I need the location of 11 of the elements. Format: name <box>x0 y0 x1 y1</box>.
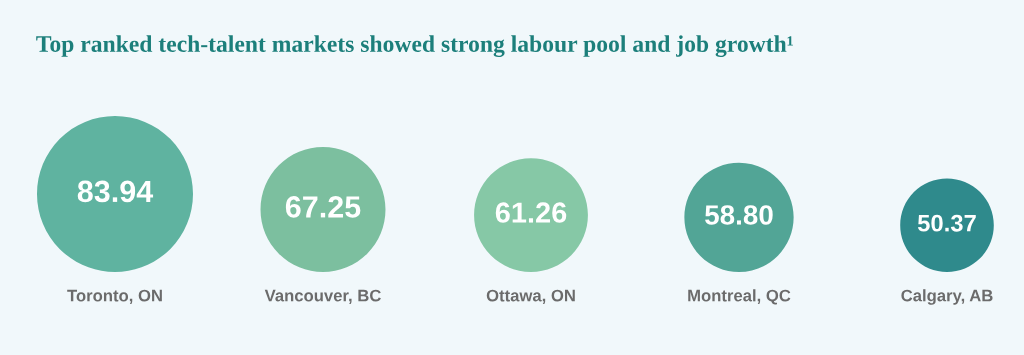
text: Top ranked tech-talent markets showed strong labour pool and job growth¹ <box>36 35 793 57</box>
category-label: Montreal, QC <box>688 289 791 305</box>
category-label: Vancouver, BC <box>264 289 381 304</box>
data-label: 83.94 <box>77 180 154 203</box>
data-label: 50.37 <box>917 214 976 232</box>
category-label: Ottawa, ON <box>486 289 575 304</box>
category-label: Calgary, AB <box>901 289 993 305</box>
data-label: 61.26 <box>495 202 567 223</box>
category-label: Toronto, ON <box>67 289 162 304</box>
data-label: 58.80 <box>705 205 773 225</box>
data-label: 67.25 <box>285 196 361 218</box>
